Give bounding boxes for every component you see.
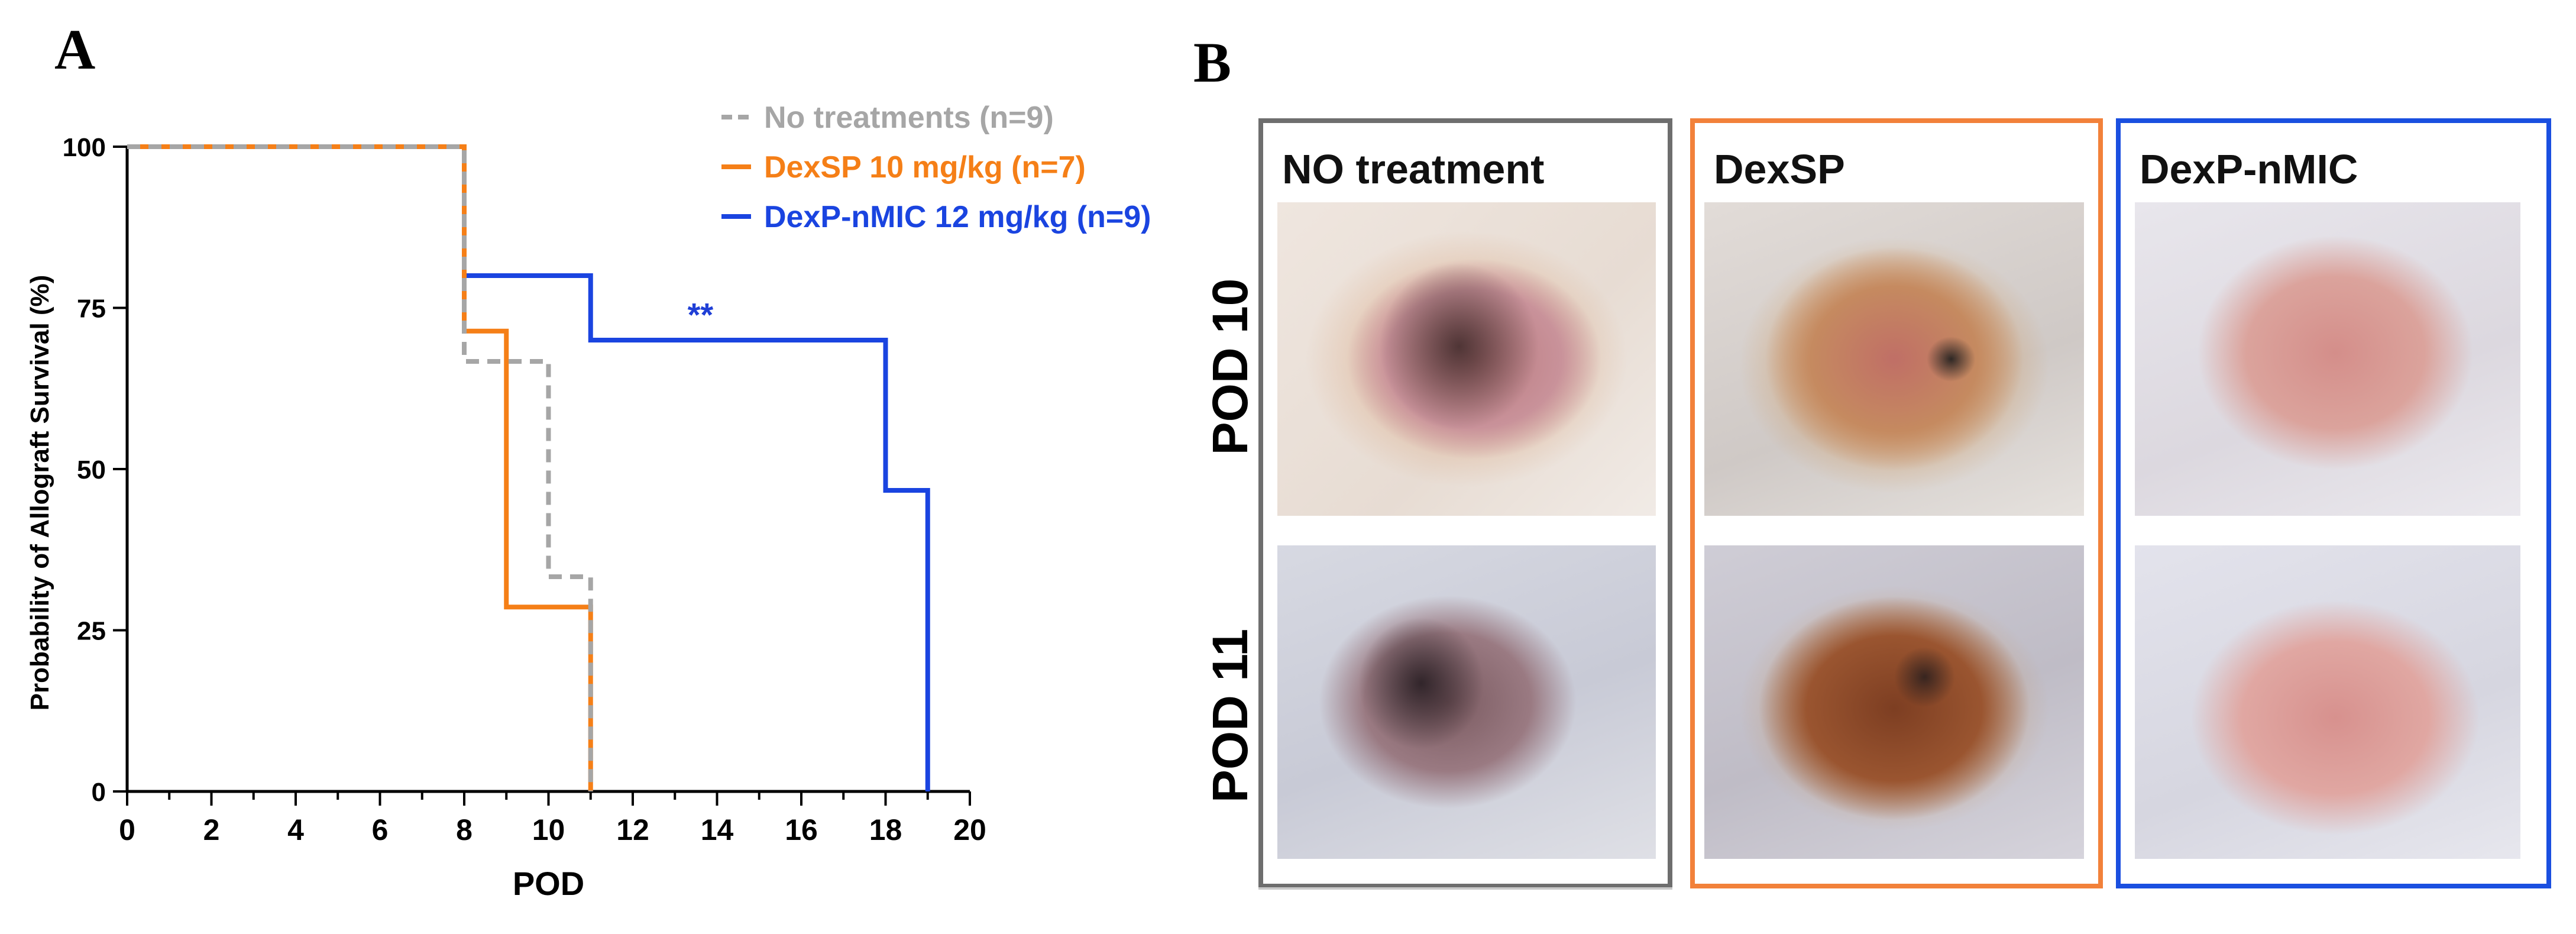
- x-tick-label: 18: [869, 813, 902, 846]
- series-line-2: [127, 144, 930, 791]
- row-label-pod11: POD 11: [1202, 628, 1258, 803]
- y-tick-label: 50: [77, 455, 106, 484]
- y-tick-label: 75: [77, 295, 106, 324]
- group-box-dexp-nmic: [2116, 118, 2551, 888]
- x-tick-label: 4: [287, 813, 304, 846]
- chart-series: [127, 144, 930, 791]
- legend-label: No treatments (n=9): [764, 101, 1054, 135]
- group-box-dexsp: [1690, 118, 2103, 888]
- group-title-dexp-nmic: DexP-nMIC: [2140, 146, 2358, 192]
- chart-axes: 0 2 4 6 8 10 12 14 16 18 20 0 25 50 75 100: [63, 133, 986, 846]
- x-tick-label: 10: [532, 813, 565, 846]
- y-tick-label: 100: [63, 133, 106, 162]
- series-line-1: [127, 144, 593, 791]
- group-box-no-treatment: [1258, 118, 1672, 888]
- significance-annotation: **: [688, 296, 714, 333]
- chart-legend: No treatments (n=9) DexSP 10 mg/kg (n=7) D…: [721, 101, 1151, 234]
- graft-photo-dexsp-pod10: [1704, 202, 2084, 516]
- row-label-pod10: POD 10: [1202, 278, 1258, 455]
- legend-label: DexP-nMIC 12 mg/kg (n=9): [764, 200, 1151, 234]
- x-tick-label: 0: [119, 813, 135, 846]
- panel-b-label: B: [1193, 31, 1232, 94]
- graft-photo-dexsp-pod11: [1704, 545, 2084, 859]
- legend-label: DexSP 10 mg/kg (n=7): [764, 150, 1086, 185]
- survival-chart: 0 2 4 6 8 10 12 14 16 18 20 0 25 50 75 100 ** No treatm…: [25, 101, 1151, 902]
- x-tick-label: 6: [372, 813, 389, 846]
- y-axis-label: Probability of Allograft Survival (%): [25, 275, 54, 711]
- graft-photo-no-treatment-pod10: [1277, 202, 1656, 516]
- y-tick-label: 25: [77, 617, 106, 646]
- y-tick-label: 0: [92, 778, 106, 807]
- graft-photo-no-treatment-pod11: [1277, 545, 1656, 859]
- group-title-no-treatment: NO treatment: [1282, 146, 1545, 192]
- x-tick-label: 12: [616, 813, 649, 846]
- x-tick-label: 2: [203, 813, 220, 846]
- graft-photo-dexp-nmic-pod10: [2135, 202, 2520, 516]
- x-tick-label: 14: [701, 813, 734, 846]
- group-title-dexsp: DexSP: [1714, 146, 1845, 192]
- series-line-0: [127, 144, 593, 791]
- divider: [1258, 887, 1672, 890]
- x-tick-label: 20: [953, 813, 986, 846]
- x-tick-label: 16: [785, 813, 818, 846]
- panel-a-label: A: [54, 18, 96, 81]
- graft-photo-dexp-nmic-pod11: [2135, 545, 2520, 859]
- x-tick-label: 8: [456, 813, 473, 846]
- x-axis-label: POD: [513, 865, 584, 902]
